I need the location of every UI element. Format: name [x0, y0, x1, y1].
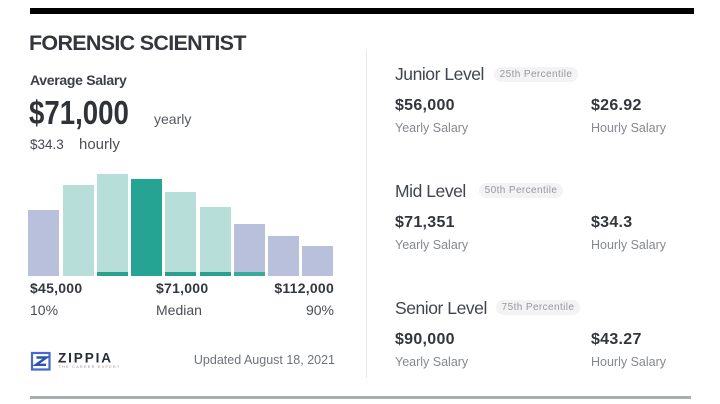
svg-text:THE CAREER EXPERT: THE CAREER EXPERT	[59, 365, 121, 369]
svg-text:ZIPPIA: ZIPPIA	[58, 351, 113, 366]
